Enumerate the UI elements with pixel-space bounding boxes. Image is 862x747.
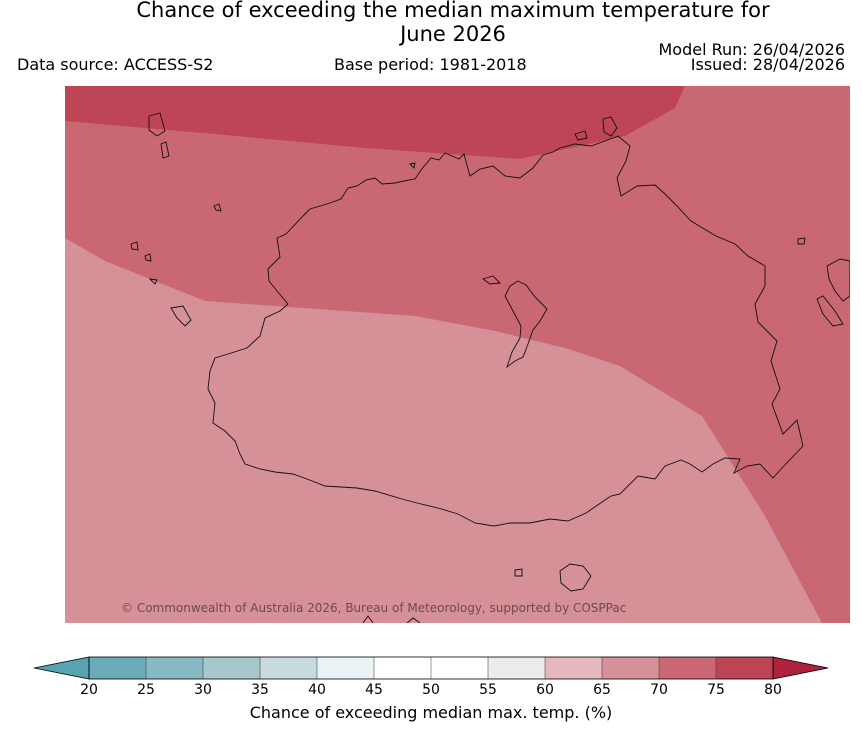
colorbar-tick-label: 25 — [137, 682, 155, 698]
map-svg — [65, 86, 850, 623]
base-period: Base period: 1981-2018 — [334, 55, 527, 74]
zone-70-75 — [65, 86, 850, 623]
colorbar-tick-label: 35 — [251, 682, 269, 698]
colorbar-tick-label: 50 — [422, 682, 440, 698]
inner-island-coast — [504, 280, 548, 369]
colorbar-bin-20-25 — [89, 657, 146, 679]
copyright-notice: © Commonwealth of Australia 2026, Bureau… — [121, 601, 627, 615]
colorbar-frame — [88, 656, 774, 680]
colorbar-tick-label: 20 — [80, 682, 98, 698]
east-islet-1-coast — [797, 237, 806, 245]
colorbar-title: Chance of exceeding median max. temp. (%… — [249, 703, 613, 722]
colorbar-bin-45-50 — [374, 657, 431, 679]
title-line-2: June 2026 — [400, 22, 506, 46]
colorbar-tick-label: 75 — [707, 682, 725, 698]
zone-75-80 — [65, 86, 685, 159]
south-islet-1-coast — [514, 568, 523, 577]
south-islet-3-coast — [406, 617, 421, 623]
colorbar-bin-35-40 — [260, 657, 317, 679]
islet-coast — [481, 275, 501, 285]
colorbar-tick-label: 45 — [365, 682, 383, 698]
colorbar — [33, 656, 829, 680]
west-islet-4-coast — [148, 278, 158, 285]
colorbar-tick-label: 55 — [479, 682, 497, 698]
west-island-1-coast — [148, 112, 166, 137]
colorbar-over-arrow — [772, 656, 829, 680]
east-island-2-coast — [816, 295, 844, 327]
west-island-3-coast — [170, 305, 192, 327]
colorbar-tick-label: 80 — [764, 682, 782, 698]
north-islet-3-coast — [409, 162, 416, 169]
colorbar-bin-55-60 — [488, 657, 545, 679]
model-run: Model Run: 26/04/2026 — [658, 40, 846, 59]
north-islet-1-coast — [574, 130, 588, 141]
east-island-coast — [826, 258, 850, 302]
west-island-2-coast — [160, 141, 170, 159]
colorbar-under-arrow — [33, 656, 90, 680]
west-islet-3-coast — [144, 253, 152, 262]
title-line-1: Chance of exceeding the median maximum t… — [136, 0, 770, 22]
issued-date: Issued: 28/04/2026 — [690, 55, 845, 74]
west-islet-2-coast — [130, 241, 139, 251]
data-source: Data source: ACCESS-S2 — [17, 55, 214, 74]
colorbar-bin-75-80 — [716, 657, 773, 679]
map-panel — [65, 86, 850, 623]
colorbar-tick-label: 65 — [593, 682, 611, 698]
colorbar-bin-65-70 — [602, 657, 659, 679]
south-island-1-coast — [559, 563, 592, 592]
colorbar-tick-label: 40 — [308, 682, 326, 698]
west-islet-1-coast — [213, 203, 222, 212]
north-islet-2-coast — [602, 116, 618, 137]
colorbar-bin-50-55 — [431, 657, 488, 679]
colorbar-tick-label: 60 — [536, 682, 554, 698]
colorbar-bin-70-75 — [659, 657, 716, 679]
south-islet-2-coast — [362, 615, 374, 623]
colorbar-tick-label: 30 — [194, 682, 212, 698]
map-title: Chance of exceeding the median maximum t… — [0, 0, 862, 46]
colorbar-bin-30-35 — [203, 657, 260, 679]
colorbar-bin-25-30 — [146, 657, 203, 679]
colorbar-bins — [33, 656, 829, 680]
coastlines — [130, 112, 850, 623]
colorbar-tick-label: 70 — [650, 682, 668, 698]
colorbar-bin-40-45 — [317, 657, 374, 679]
colorbar-bin-60-65 — [545, 657, 602, 679]
main-island-coast — [207, 135, 804, 527]
